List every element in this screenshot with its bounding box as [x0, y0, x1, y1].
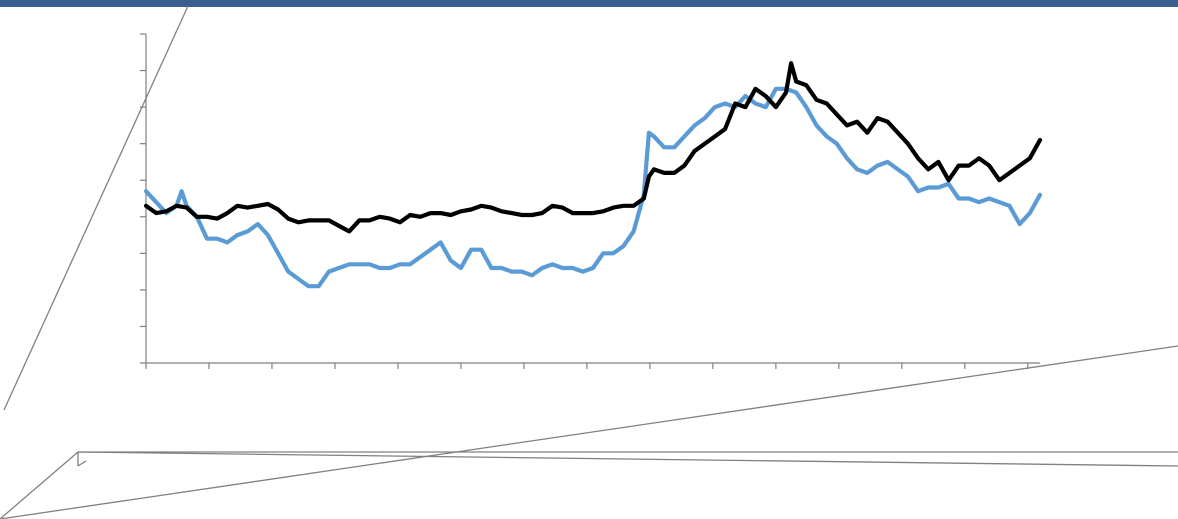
chart-axes	[140, 33, 1040, 369]
series-line-black	[143, 61, 1043, 234]
decorative-line-5	[77, 460, 87, 467]
chart-series	[143, 61, 1043, 289]
series-line-blue	[143, 86, 1043, 289]
header-bar	[0, 0, 1178, 7]
decorative-line-3	[77, 451, 1178, 467]
decorative-line-6	[0, 345, 1178, 519]
decorative-line-0	[3, 5, 189, 411]
decorative-line-1	[0, 451, 79, 519]
decorative-lines	[0, 5, 1178, 519]
